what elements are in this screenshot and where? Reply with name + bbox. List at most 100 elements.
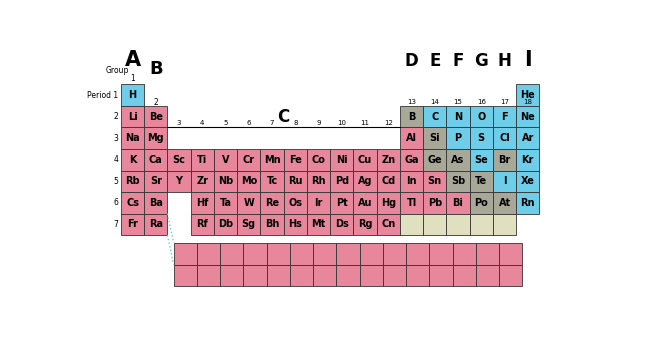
Bar [237, 149, 261, 170]
Text: Zr: Zr [196, 176, 208, 186]
Bar [191, 170, 214, 192]
Text: He: He [521, 90, 535, 100]
Bar [423, 214, 446, 235]
Bar [353, 170, 377, 192]
Text: I: I [524, 50, 531, 70]
Text: Ta: Ta [219, 198, 232, 208]
Bar [353, 214, 377, 235]
Text: Rn: Rn [521, 198, 535, 208]
Text: Pd: Pd [335, 176, 349, 186]
Bar [121, 149, 144, 170]
Text: As: As [451, 155, 464, 165]
Bar [353, 192, 377, 214]
Text: Cl: Cl [499, 133, 510, 143]
Bar [191, 149, 214, 170]
Bar [284, 170, 307, 192]
Text: Fe: Fe [289, 155, 302, 165]
Text: Sg: Sg [242, 219, 256, 230]
Text: Ca: Ca [149, 155, 163, 165]
Bar [400, 149, 423, 170]
Text: Zn: Zn [381, 155, 395, 165]
Bar [174, 265, 197, 286]
Text: Ne: Ne [521, 112, 535, 122]
Bar [174, 243, 197, 265]
Bar [406, 265, 430, 286]
Bar [307, 149, 330, 170]
Text: 16: 16 [477, 99, 486, 105]
Text: Ga: Ga [404, 155, 419, 165]
Bar [214, 170, 237, 192]
Bar [423, 106, 446, 127]
Text: V: V [222, 155, 230, 165]
Text: Ge: Ge [428, 155, 442, 165]
Text: Mt: Mt [312, 219, 326, 230]
Bar [144, 170, 168, 192]
Bar [261, 149, 284, 170]
Text: 4: 4 [114, 155, 119, 164]
Bar [220, 265, 243, 286]
Text: 7: 7 [270, 120, 274, 126]
Bar [337, 243, 360, 265]
Bar [470, 149, 493, 170]
Text: Rb: Rb [125, 176, 140, 186]
Text: S: S [478, 133, 485, 143]
Text: Au: Au [358, 198, 372, 208]
Text: 15: 15 [453, 99, 462, 105]
Bar [191, 192, 214, 214]
Text: Re: Re [265, 198, 279, 208]
Text: 3: 3 [177, 120, 181, 126]
Text: Cu: Cu [358, 155, 372, 165]
Bar [191, 214, 214, 235]
Bar [266, 243, 290, 265]
Bar [168, 149, 191, 170]
Bar [446, 214, 470, 235]
Bar [423, 127, 446, 149]
Bar [516, 106, 539, 127]
Bar [144, 149, 168, 170]
Bar [307, 192, 330, 214]
Bar [243, 265, 266, 286]
Text: Os: Os [288, 198, 303, 208]
Bar [360, 265, 383, 286]
Text: 11: 11 [361, 120, 370, 126]
Text: Li: Li [128, 112, 137, 122]
Text: Ds: Ds [335, 219, 349, 230]
Bar [144, 192, 168, 214]
Text: Al: Al [406, 133, 417, 143]
Text: Rg: Rg [358, 219, 372, 230]
Text: Db: Db [218, 219, 233, 230]
Bar [121, 84, 144, 106]
Text: 2: 2 [154, 98, 158, 107]
Bar [516, 127, 539, 149]
Bar [377, 214, 400, 235]
Text: 3: 3 [114, 134, 119, 143]
Bar [290, 243, 313, 265]
Text: Kr: Kr [522, 155, 534, 165]
Text: Pt: Pt [336, 198, 348, 208]
Text: 12: 12 [384, 120, 393, 126]
Text: Ag: Ag [358, 176, 372, 186]
Text: Cd: Cd [381, 176, 395, 186]
Text: Sn: Sn [428, 176, 442, 186]
Bar [214, 192, 237, 214]
Bar [237, 214, 261, 235]
Text: O: O [477, 112, 486, 122]
Bar [121, 192, 144, 214]
Text: Bh: Bh [265, 219, 279, 230]
Text: Y: Y [175, 176, 183, 186]
Bar [313, 265, 337, 286]
Text: 9: 9 [316, 120, 321, 126]
Bar [516, 192, 539, 214]
Bar [406, 243, 430, 265]
Text: Cn: Cn [381, 219, 395, 230]
Bar [446, 170, 470, 192]
Bar [493, 170, 516, 192]
Bar [214, 149, 237, 170]
Bar [383, 265, 406, 286]
Bar [353, 149, 377, 170]
Bar [266, 265, 290, 286]
Text: 13: 13 [407, 99, 416, 105]
Bar [377, 149, 400, 170]
Text: Ba: Ba [149, 198, 163, 208]
Bar [168, 170, 191, 192]
